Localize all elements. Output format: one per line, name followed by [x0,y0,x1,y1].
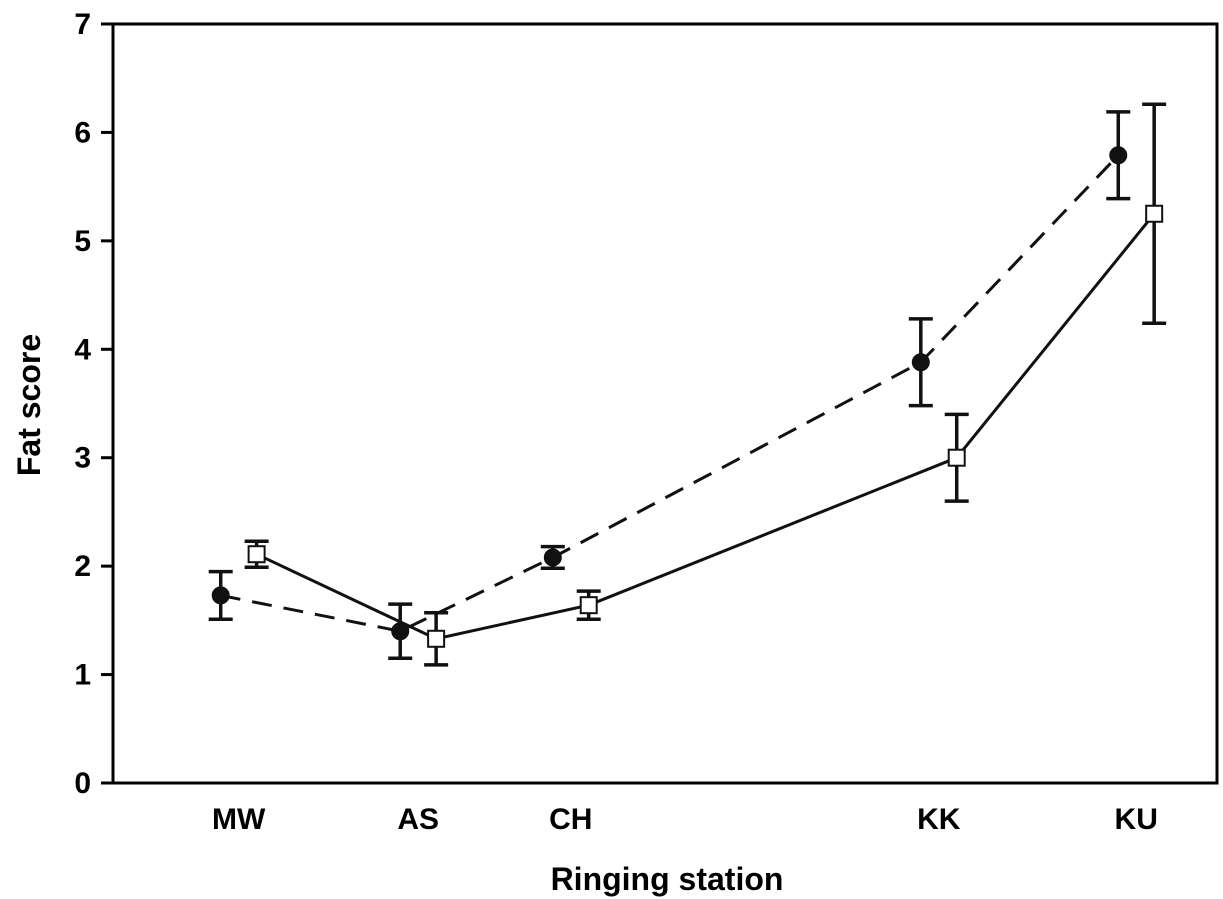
y-tick-label-7: 7 [74,8,91,41]
axes: 0 1 2 3 4 5 6 7 MW AS CH KK KU [74,8,1219,836]
series-1-line [220,154,1120,633]
series-1-point-ku [1109,146,1128,165]
y-tick-label-4: 4 [74,333,91,366]
series-2-point-ku [1145,204,1164,223]
series-2-point-as [427,629,446,648]
series-1-point-kk [911,353,930,372]
series-1-point-ch [543,548,562,567]
x-tick-label-as: AS [397,803,439,836]
y-tick-label-3: 3 [74,442,91,475]
y-tick-label-1: 1 [74,659,91,692]
series-2-point-ch [579,596,598,615]
y-tick-label-5: 5 [74,225,91,258]
series-2 [244,102,1167,667]
plot-frame [111,22,1219,785]
x-axis-title: Ringing station [551,861,784,897]
x-tick-label-mw: MW [212,803,266,836]
x-tick-label-kk: KK [917,803,961,836]
series-2-point-mw [247,545,266,564]
y-tick-label-0: 0 [74,767,91,800]
y-tick-label-6: 6 [74,116,91,149]
x-tick-label-ch: CH [549,803,592,836]
y-axis-title: Fat score [11,334,47,476]
series-2-line [255,212,1156,641]
series-layer [208,102,1167,667]
series-1 [208,110,1131,661]
series-2-point-kk [947,448,966,467]
series-1-point-mw [211,586,230,605]
x-tick-label-ku: KU [1115,803,1158,836]
y-tick-label-2: 2 [74,550,91,583]
